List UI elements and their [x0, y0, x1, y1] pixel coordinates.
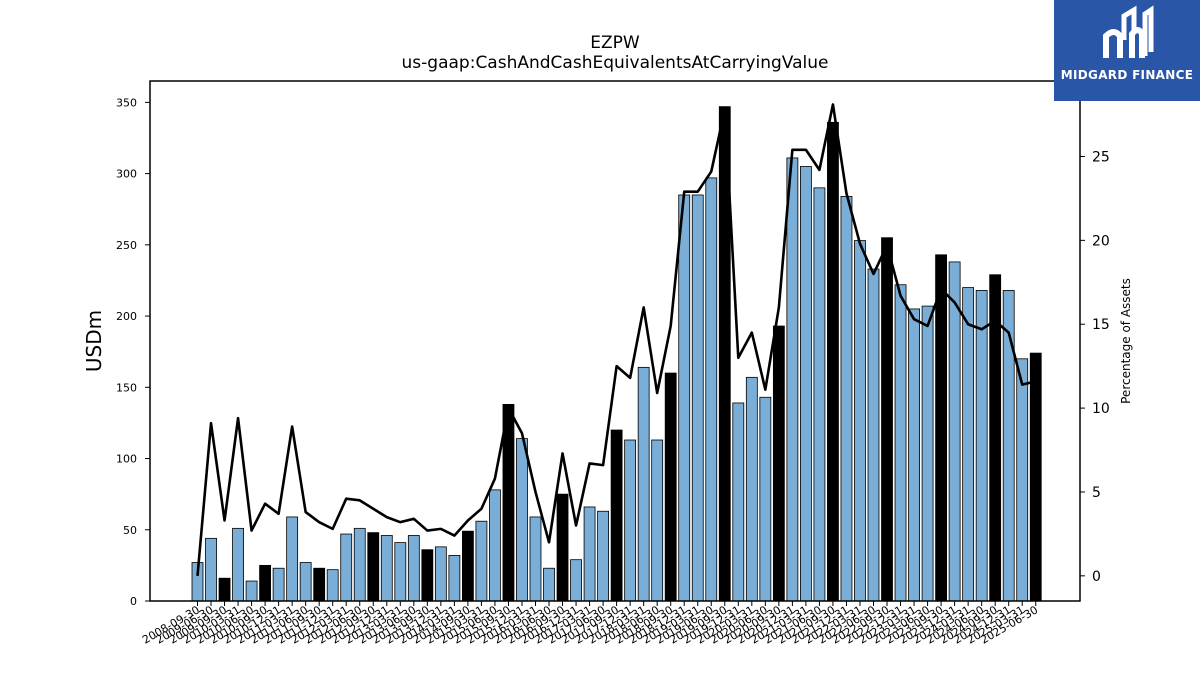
bar-2022-06-30 [867, 268, 880, 602]
bar-2013-09-30 [421, 549, 434, 602]
bar-2020-06-30 [759, 396, 772, 602]
bar-2010-03-31 [232, 527, 244, 602]
midgard-finance-logo: MIDGARD FINANCE [1054, 0, 1200, 101]
right-tick-label: 5 [1092, 485, 1101, 501]
bar-2022-12-31 [894, 284, 907, 602]
chart-title: EZPW [590, 33, 640, 53]
right-tick-label: 15 [1092, 317, 1110, 333]
right-tick-label: 20 [1092, 233, 1110, 249]
bar-2011-12-31 [326, 569, 339, 602]
left-tick-label: 100 [116, 453, 137, 466]
bar-2023-12-31 [948, 261, 961, 602]
bar-2012-03-31 [340, 533, 353, 602]
bar-2011-06-30 [299, 562, 312, 602]
left-tick-label: 150 [116, 381, 137, 394]
bar-2016-03-31 [529, 516, 542, 602]
bar-2018-06-30 [651, 439, 664, 602]
bar-2020-03-31 [745, 376, 758, 602]
bar-2018-03-31 [637, 366, 650, 602]
bar-2021-06-30 [813, 187, 826, 602]
bar-2009-09-30 [218, 577, 231, 602]
right-tick-label: 0 [1092, 569, 1101, 585]
x-axis: 2008-09-302009-06-302009-09-302010-03-31… [140, 601, 1040, 647]
bar-2022-03-31 [854, 240, 866, 602]
bar-2014-03-31 [448, 555, 461, 602]
bar-2013-12-31 [434, 546, 447, 602]
bar-2019-06-30 [705, 177, 718, 602]
bar-2012-06-30 [353, 527, 366, 602]
bar-2019-12-31 [732, 402, 745, 602]
bar-2023-09-30 [935, 254, 947, 602]
bar-2017-03-31 [583, 506, 596, 602]
bar-2023-03-31 [908, 308, 920, 602]
bar-2020-09-30 [772, 325, 785, 602]
bar-2015-12-31 [516, 438, 528, 602]
bar-2011-09-30 [313, 567, 326, 602]
bar-2023-06-30 [921, 305, 934, 602]
bar-series [191, 106, 1042, 602]
bar-2020-12-31 [786, 157, 799, 602]
right-axis-label: Percentage of Assets [1119, 278, 1133, 404]
bar-2013-03-31 [394, 542, 407, 602]
bar-2013-06-30 [407, 535, 420, 602]
left-tick-label: 250 [116, 239, 137, 252]
bar-2016-06-30 [543, 567, 555, 602]
left-y-axis: 0 50 100 150 200 250 300 350 [116, 96, 150, 608]
bar-2017-09-30 [610, 429, 623, 602]
bar-2022-09-30 [881, 237, 893, 602]
bar-2017-12-31 [624, 439, 637, 602]
left-tick-label: 50 [123, 524, 137, 537]
bar-2010-06-30 [245, 580, 258, 602]
bar-2024-03-31 [962, 287, 975, 602]
bar-2014-09-30 [461, 530, 474, 602]
left-tick-label: 300 [116, 168, 137, 181]
bar-2025-06-30 [1029, 352, 1042, 602]
bar-2021-09-30 [827, 121, 839, 602]
bar-2021-12-31 [840, 195, 853, 602]
bar-2019-03-31 [691, 194, 704, 602]
bar-2009-06-30 [205, 537, 217, 602]
bar-2015-03-31 [475, 520, 488, 602]
bar-2025-03-31 [1016, 358, 1029, 602]
right-y-axis: 0 5 10 15 20 25 [1080, 149, 1110, 585]
left-tick-label: 200 [116, 310, 137, 323]
bar-2012-12-31 [380, 535, 393, 602]
bar-2018-12-31 [678, 194, 691, 602]
bar-2011-03-31 [286, 516, 299, 602]
bar-2015-06-30 [489, 489, 501, 602]
chart-subtitle: us-gaap:CashAndCashEquivalentsAtCarrying… [402, 53, 829, 73]
right-tick-label: 25 [1092, 149, 1110, 165]
bar-2016-09-30 [556, 493, 569, 602]
bar-2018-09-30 [664, 372, 677, 602]
left-axis-label: USDm [82, 310, 106, 372]
bar-2024-06-30 [975, 290, 988, 602]
bar-2021-03-31 [800, 166, 812, 602]
bar-2012-09-30 [367, 532, 380, 602]
bar-2010-09-30 [259, 564, 272, 602]
percent-line [196, 103, 1037, 576]
left-tick-label: 0 [130, 595, 137, 608]
plot-frame [149, 80, 1081, 602]
right-tick-label: 10 [1092, 401, 1110, 417]
bar-2016-12-31 [570, 559, 582, 602]
bar-2010-12-31 [272, 567, 285, 602]
left-tick-label: 350 [116, 96, 137, 109]
logo-mark-icon [1103, 5, 1154, 58]
percent-line-series [196, 103, 1037, 576]
bar-2017-06-30 [597, 510, 609, 602]
